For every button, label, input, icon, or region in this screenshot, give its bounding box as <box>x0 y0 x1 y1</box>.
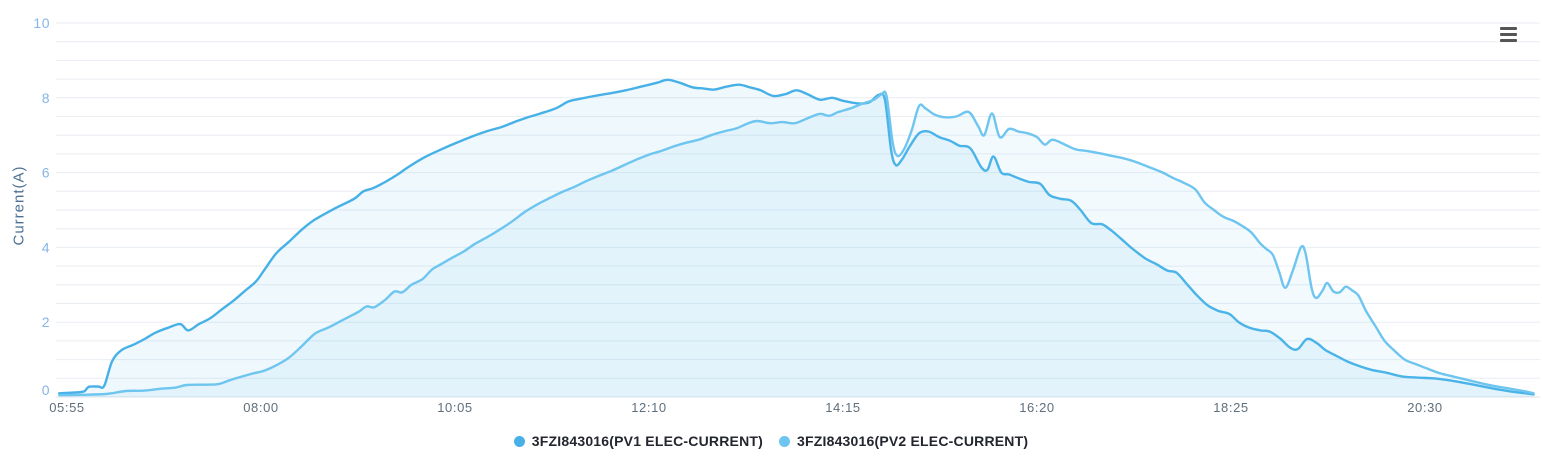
x-tick-label: 20:30 <box>1407 400 1443 415</box>
y-tick-label: 8 <box>42 90 50 106</box>
chart-legend: 3FZI843016(PV1 ELEC-CURRENT) 3FZI843016(P… <box>0 433 1542 449</box>
x-tick-label: 16:20 <box>1019 400 1055 415</box>
hamburger-icon <box>1500 27 1517 30</box>
x-tick-label: 18:25 <box>1213 400 1249 415</box>
y-tick-label: 4 <box>42 239 50 255</box>
y-tick-label: 2 <box>42 314 50 330</box>
y-tick-label: 0 <box>42 382 50 398</box>
series-area-pv2 <box>59 91 1534 398</box>
series-line-pv2 <box>58 90 1535 397</box>
x-tick-label: 14:15 <box>825 400 861 415</box>
legend-item-pv1[interactable]: 3FZI843016(PV1 ELEC-CURRENT) <box>513 433 763 449</box>
series-area-pv1 <box>59 79 1534 398</box>
hamburger-icon <box>1500 39 1517 42</box>
y-axis-title: Current(A) <box>10 165 28 246</box>
hamburger-icon <box>1500 33 1517 36</box>
legend-item-label: 3FZI843016(PV2 ELEC-CURRENT) <box>797 433 1029 449</box>
y-tick-label: 10 <box>33 15 50 31</box>
chart-context-menu-button[interactable] <box>1500 26 1519 43</box>
x-tick-label: 10:05 <box>437 400 473 415</box>
x-tick-label: 08:00 <box>243 400 279 415</box>
legend-marker-icon <box>779 435 790 447</box>
x-tick-label: 12:10 <box>631 400 667 415</box>
legend-marker-icon <box>513 435 525 447</box>
series-line-pv1 <box>58 78 1535 396</box>
legend-item-label: 3FZI843016(PV1 ELEC-CURRENT) <box>531 433 763 449</box>
legend-item-pv2[interactable]: 3FZI843016(PV2 ELEC-CURRENT) <box>779 433 1028 449</box>
x-tick-label: 05:55 <box>49 400 85 415</box>
y-tick-label: 6 <box>42 165 50 181</box>
